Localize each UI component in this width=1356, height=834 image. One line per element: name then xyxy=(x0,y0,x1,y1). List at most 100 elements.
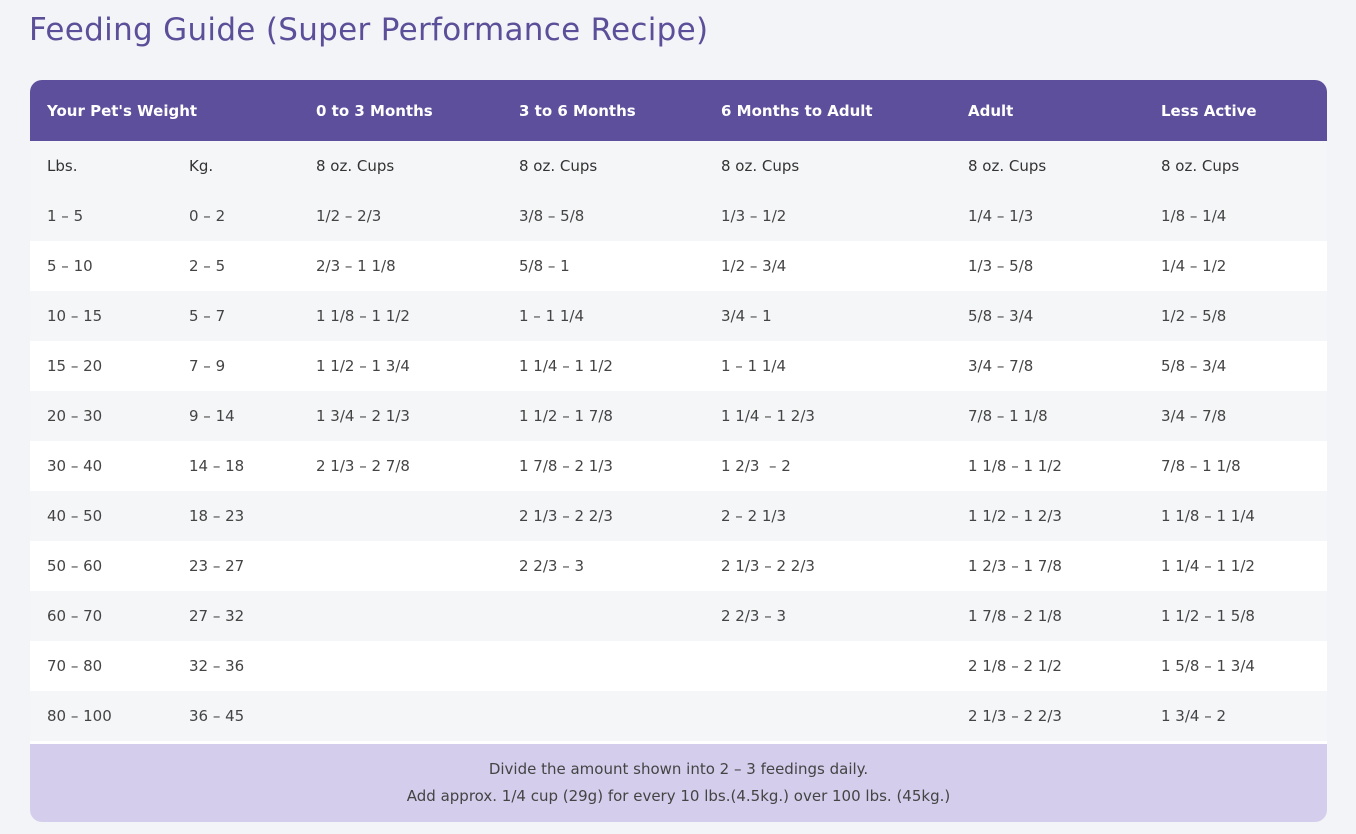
header-cell: Your Pet's Weight xyxy=(47,101,198,120)
subheader-cell: Kg. xyxy=(189,157,214,175)
table-cell: 1 1/4 – 1 1/2 xyxy=(1161,557,1255,575)
table-cell: 1 1/2 – 1 5/8 xyxy=(1161,607,1255,625)
table-cell: 2 1/3 – 2 2/3 xyxy=(968,707,1062,725)
table-cell: 2/3 – 1 1/8 xyxy=(316,257,396,275)
table-cell: 36 – 45 xyxy=(189,707,245,725)
table-cell: 1 2/3 – 2 xyxy=(721,457,791,475)
table-cell: 1 3/4 – 2 xyxy=(1161,707,1227,725)
header-cell: 0 to 3 Months xyxy=(316,101,433,120)
table-cell: 23 – 27 xyxy=(189,557,245,575)
table-cell: 1 1/4 – 1 1/2 xyxy=(519,357,613,375)
table-cell: 2 – 5 xyxy=(189,257,226,275)
table-cell: 1 1/2 – 1 2/3 xyxy=(968,507,1062,525)
header-cell: Adult xyxy=(968,101,1014,120)
table-cell: 80 – 100 xyxy=(47,707,112,725)
table-cell: 50 – 60 xyxy=(47,557,103,575)
table-cell: 1 1/2 – 1 7/8 xyxy=(519,407,613,425)
table-cell: 5/8 – 3/4 xyxy=(968,307,1034,325)
table-cell: 60 – 70 xyxy=(47,607,103,625)
table-cell: 32 – 36 xyxy=(189,657,245,675)
table-cell: 3/8 – 5/8 xyxy=(519,207,585,225)
table-row: 1 – 5 0 – 2 1/2 – 2/3 3/8 – 5/8 1/3 – 1/2 1/4… xyxy=(30,191,1327,241)
table-row: 30 – 40 14 – 18 2 1/3 – 2 7/8 1 7/8 – 2 1/3… xyxy=(30,441,1327,491)
table-cell: 1 1/2 – 1 3/4 xyxy=(316,357,410,375)
table-cell: 1 – 1 1/4 xyxy=(519,307,585,325)
table-row: 70 – 80 32 – 36 2 1/8 – 2 1/2 1 5/8 – 1 3/4 xyxy=(30,641,1327,691)
table-cell: 1 1/8 – 1 1/2 xyxy=(316,307,410,325)
table-cell: 1 5/8 – 1 3/4 xyxy=(1161,657,1255,675)
table-cell: 1/3 – 1/2 xyxy=(721,207,787,225)
table-footer: Divide the amount shown into 2 – 3 feedi… xyxy=(30,744,1327,822)
table-cell: 70 – 80 xyxy=(47,657,103,675)
footer-note: Add approx. 1/4 cup (29g) for every 10 l… xyxy=(406,787,951,805)
header-cell: 3 to 6 Months xyxy=(519,101,636,120)
table-cell: 2 1/3 – 2 2/3 xyxy=(519,507,613,525)
table-cell: 1 1/8 – 1 1/2 xyxy=(968,457,1062,475)
table-row: 10 – 15 5 – 7 1 1/8 – 1 1/2 1 – 1 1/4 3/4 – … xyxy=(30,291,1327,341)
table-cell: 2 – 2 1/3 xyxy=(721,507,787,525)
table-row: 40 – 50 18 – 23 2 1/3 – 2 2/3 2 – 2 1/3 1 1/… xyxy=(30,491,1327,541)
header-cell: Less Active xyxy=(1161,101,1257,120)
table-cell: 1/8 – 1/4 xyxy=(1161,207,1227,225)
table-cell: 1/2 – 2/3 xyxy=(316,207,382,225)
table-cell: 18 – 23 xyxy=(189,507,245,525)
table-row: 60 – 70 27 – 32 2 2/3 – 3 1 7/8 – 2 1/8 1 1/… xyxy=(30,591,1327,641)
table-cell: 1 1/8 – 1 1/4 xyxy=(1161,507,1255,525)
header-row: Your Pet's Weight 0 to 3 Months 3 to 6 Mon… xyxy=(30,80,1327,141)
table-cell: 2 2/3 – 3 xyxy=(519,557,585,575)
page-title: Feeding Guide (Super Performance Recipe) xyxy=(29,12,709,48)
table-cell: 2 2/3 – 3 xyxy=(721,607,787,625)
table-cell: 3/4 – 7/8 xyxy=(968,357,1034,375)
table-body: 1 – 5 0 – 2 1/2 – 2/3 3/8 – 5/8 1/3 – 1/2 1/4… xyxy=(30,191,1327,741)
table-cell: 10 – 15 xyxy=(47,307,103,325)
table-cell: 1 – 1 1/4 xyxy=(721,357,787,375)
table-cell: 14 – 18 xyxy=(189,457,245,475)
table-cell: 1/2 – 5/8 xyxy=(1161,307,1227,325)
subheader-cell: 8 oz. Cups xyxy=(1161,157,1240,175)
table-row: 50 – 60 23 – 27 2 2/3 – 3 2 1/3 – 2 2/3 1 2/… xyxy=(30,541,1327,591)
table-cell: 5 – 7 xyxy=(189,307,226,325)
table-cell: 40 – 50 xyxy=(47,507,103,525)
table-cell: 1/2 – 3/4 xyxy=(721,257,787,275)
table-cell: 15 – 20 xyxy=(47,357,103,375)
feeding-table: Your Pet's Weight 0 to 3 Months 3 to 6 Mon… xyxy=(30,80,1327,822)
table-cell: 7/8 – 1 1/8 xyxy=(1161,457,1241,475)
table-cell: 0 – 2 xyxy=(189,207,226,225)
table-cell: 1/3 – 5/8 xyxy=(968,257,1034,275)
table-cell: 5/8 – 1 xyxy=(519,257,570,275)
table-cell: 1 – 5 xyxy=(47,207,84,225)
table-cell: 20 – 30 xyxy=(47,407,103,425)
table-cell: 27 – 32 xyxy=(189,607,245,625)
table-cell: 1 2/3 – 1 7/8 xyxy=(968,557,1062,575)
table-cell: 5 – 10 xyxy=(47,257,93,275)
subheader-row: Lbs. Kg. 8 oz. Cups 8 oz. Cups 8 oz. Cups 8 o… xyxy=(30,141,1327,191)
table-cell: 1 1/4 – 1 2/3 xyxy=(721,407,815,425)
table-cell: 30 – 40 xyxy=(47,457,103,475)
subheader-cell: 8 oz. Cups xyxy=(316,157,395,175)
subheader-cell: Lbs. xyxy=(47,157,78,175)
table-cell: 2 1/3 – 2 7/8 xyxy=(316,457,410,475)
table-cell: 1 7/8 – 2 1/8 xyxy=(968,607,1062,625)
table-row: 20 – 30 9 – 14 1 3/4 – 2 1/3 1 1/2 – 1 7/8 1… xyxy=(30,391,1327,441)
table-cell: 3/4 – 1 xyxy=(721,307,772,325)
header-cell: 6 Months to Adult xyxy=(721,101,873,120)
table-cell: 3/4 – 7/8 xyxy=(1161,407,1227,425)
footer-note: Divide the amount shown into 2 – 3 feedi… xyxy=(488,760,869,778)
table-cell: 7/8 – 1 1/8 xyxy=(968,407,1048,425)
table-cell: 7 – 9 xyxy=(189,357,226,375)
table-cell: 1 3/4 – 2 1/3 xyxy=(316,407,410,425)
subheader-cell: 8 oz. Cups xyxy=(721,157,800,175)
table-cell: 2 1/8 – 2 1/2 xyxy=(968,657,1062,675)
subheader-cell: 8 oz. Cups xyxy=(968,157,1047,175)
table-cell: 2 1/3 – 2 2/3 xyxy=(721,557,815,575)
table-cell: 5/8 – 3/4 xyxy=(1161,357,1227,375)
table-row: 15 – 20 7 – 9 1 1/2 – 1 3/4 1 1/4 – 1 1/2 1 … xyxy=(30,341,1327,391)
subheader-cell: 8 oz. Cups xyxy=(519,157,598,175)
table-cell: 1/4 – 1/3 xyxy=(968,207,1034,225)
table-cell: 9 – 14 xyxy=(189,407,235,425)
table-row: 80 – 100 36 – 45 2 1/3 – 2 2/3 1 3/4 – 2 xyxy=(30,691,1327,741)
table-cell: 1 7/8 – 2 1/3 xyxy=(519,457,613,475)
table-row: 5 – 10 2 – 5 2/3 – 1 1/8 5/8 – 1 1/2 – 3/4 1/… xyxy=(30,241,1327,291)
table-cell: 1/4 – 1/2 xyxy=(1161,257,1227,275)
